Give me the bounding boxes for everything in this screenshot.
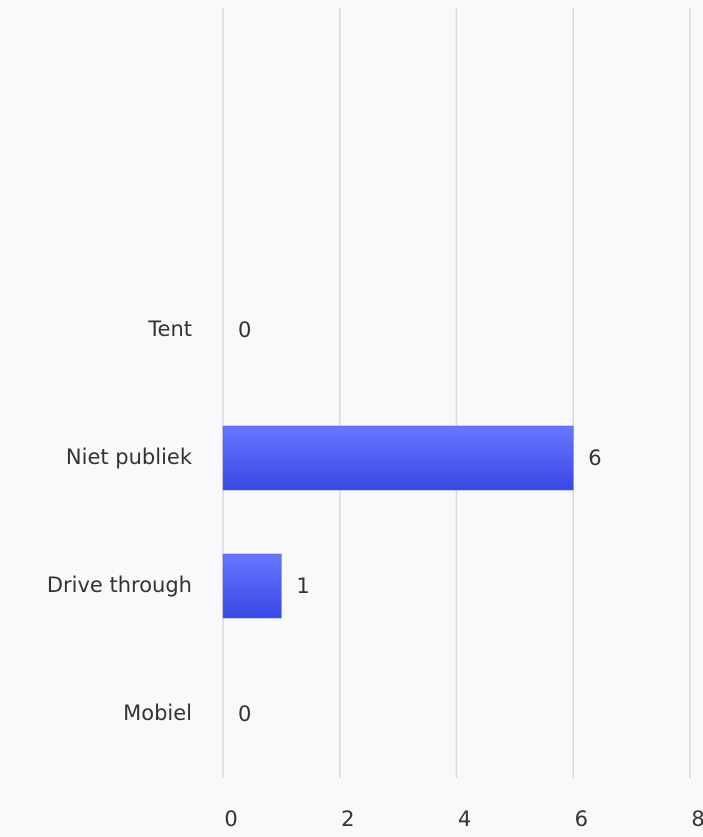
data-label: 6 — [588, 446, 601, 470]
x-tick-label: 0 — [224, 807, 237, 831]
data-label: 1 — [296, 574, 309, 598]
x-tick-label: 6 — [575, 807, 588, 831]
bar — [222, 425, 574, 491]
data-label: 0 — [238, 702, 251, 726]
bar — [222, 553, 282, 619]
x-tick-label: 2 — [341, 807, 354, 831]
y-tick-label: Tent — [147, 317, 192, 341]
data-label: 0 — [238, 318, 251, 342]
y-tick-label: Mobiel — [123, 701, 192, 725]
y-tick-label: Drive through — [47, 573, 192, 597]
x-tick-label: 8 — [691, 807, 703, 831]
y-tick-label: Niet publiek — [66, 445, 193, 469]
x-tick-label: 4 — [458, 807, 471, 831]
